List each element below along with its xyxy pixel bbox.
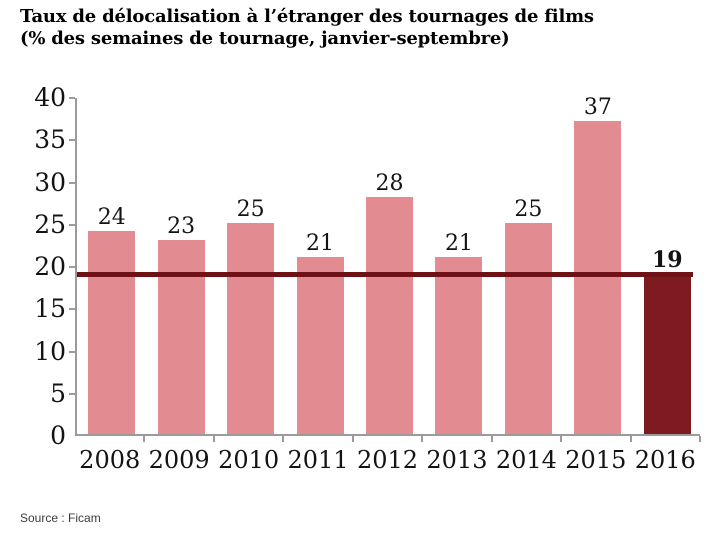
x-tick [699, 436, 701, 442]
bar-value-label-2011: 21 [306, 230, 335, 256]
y-tick-label: 0 [50, 421, 66, 450]
y-tick-label: 35 [34, 125, 66, 155]
y-tick-label: 5 [50, 378, 66, 408]
x-tick-label-2016: 2016 [634, 446, 696, 474]
bar-value-label-2014: 25 [514, 196, 543, 222]
bar-2015 [574, 121, 622, 434]
x-tick [212, 436, 215, 442]
x-tick [560, 436, 563, 442]
x-tick [282, 436, 285, 442]
y-tick [69, 266, 75, 268]
chart-title-line-1: Taux de délocalisation à l’étranger des … [20, 6, 594, 27]
bar-2012 [366, 197, 413, 434]
reference-line [77, 272, 693, 278]
y-tick-label: 15 [34, 294, 66, 324]
y-tick-label: 20 [34, 252, 66, 281]
x-tick-label-2008: 2008 [79, 446, 141, 474]
bar-value-label-2013: 21 [444, 230, 473, 256]
y-tick [69, 392, 75, 395]
source-note: Source : Ficam [20, 511, 101, 525]
bar-2013 [435, 256, 483, 434]
y-tick [69, 181, 75, 184]
bar-value-label-2012: 28 [375, 171, 404, 197]
bar-value-label-2008: 24 [97, 205, 126, 231]
x-tick-label-2010: 2010 [218, 446, 280, 474]
bar-2016 [643, 273, 691, 434]
y-tick [69, 308, 75, 311]
bar-2010 [227, 222, 275, 434]
y-tick [69, 97, 75, 99]
x-tick [490, 436, 493, 442]
x-tick [629, 436, 632, 442]
y-tick-label: 40 [34, 83, 66, 112]
bar-value-label-2016: 19 [651, 247, 683, 274]
y-tick [69, 223, 75, 226]
x-tick [143, 436, 146, 442]
x-tick-label-2009: 2009 [148, 446, 210, 474]
x-tick-label-2014: 2014 [495, 446, 557, 474]
y-tick [69, 139, 75, 142]
chart-title: Taux de délocalisation à l’étranger des … [20, 6, 710, 50]
x-tick-label-2012: 2012 [356, 446, 419, 474]
x-tick [421, 436, 424, 442]
x-tick-label-2013: 2013 [426, 446, 488, 474]
y-tick-label: 30 [34, 167, 66, 197]
chart-title-line-2: (% des semaines de tournage, janvier-sep… [20, 28, 510, 49]
bar-value-label-2010: 25 [236, 196, 265, 222]
bar-value-label-2009: 23 [167, 213, 196, 239]
bar-2011 [296, 256, 344, 434]
y-tick [69, 350, 75, 353]
x-tick [351, 436, 354, 442]
bar-2008 [88, 231, 136, 434]
y-tick-label: 25 [34, 209, 66, 239]
y-tick-label: 10 [34, 336, 66, 366]
x-tick-label-2011: 2011 [287, 446, 349, 474]
bar-2014 [504, 222, 552, 434]
plot-area: 24 23 25 21 28 21 25 37 19 [75, 95, 700, 436]
bar-value-label-2015: 37 [583, 95, 612, 121]
x-tick-label-2015: 2015 [565, 446, 627, 474]
bar-2009 [157, 239, 205, 434]
